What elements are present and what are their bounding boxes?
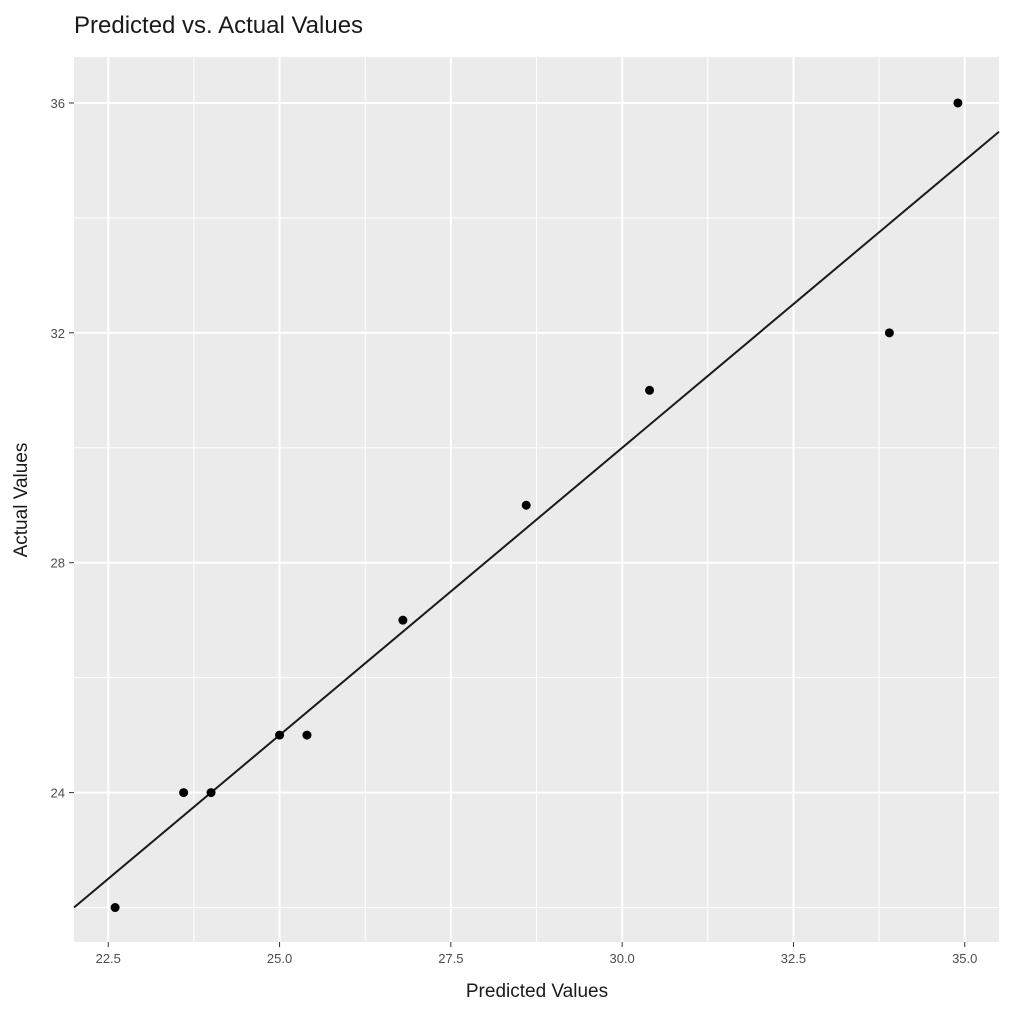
data-point <box>179 788 189 798</box>
x-axis: 22.5 25.0 27.5 30.0 32.5 35.0 <box>96 942 977 966</box>
data-point <box>398 615 408 625</box>
data-point <box>953 98 963 108</box>
x-axis-title: Predicted Values <box>466 981 608 1002</box>
x-tick-label: 22.5 <box>96 951 121 966</box>
y-tick-label: 28 <box>51 556 65 571</box>
points-layer <box>110 98 963 913</box>
reference-line <box>73 130 1000 909</box>
y-axis: 24 28 32 36 <box>51 96 74 801</box>
grid-minor <box>74 57 999 942</box>
x-tick-label: 25.0 <box>267 951 292 966</box>
data-point <box>302 730 312 740</box>
data-point <box>206 788 216 798</box>
x-tick-label: 27.5 <box>438 951 463 966</box>
grid-major <box>74 57 999 942</box>
y-tick-label: 36 <box>51 96 65 111</box>
x-tick-label: 35.0 <box>952 951 977 966</box>
x-tick-label: 30.0 <box>609 951 634 966</box>
data-point <box>521 500 531 510</box>
y-tick-label: 32 <box>51 326 65 341</box>
data-point <box>645 385 655 395</box>
y-axis-title: Actual Values <box>11 443 32 558</box>
data-point <box>110 903 120 913</box>
data-point <box>884 328 894 338</box>
data-point <box>275 730 285 740</box>
chart-title: Predicted vs. Actual Values <box>74 12 364 39</box>
reference-line-layer <box>73 130 1000 909</box>
y-tick-label: 24 <box>51 786 65 801</box>
x-tick-label: 32.5 <box>781 951 806 966</box>
